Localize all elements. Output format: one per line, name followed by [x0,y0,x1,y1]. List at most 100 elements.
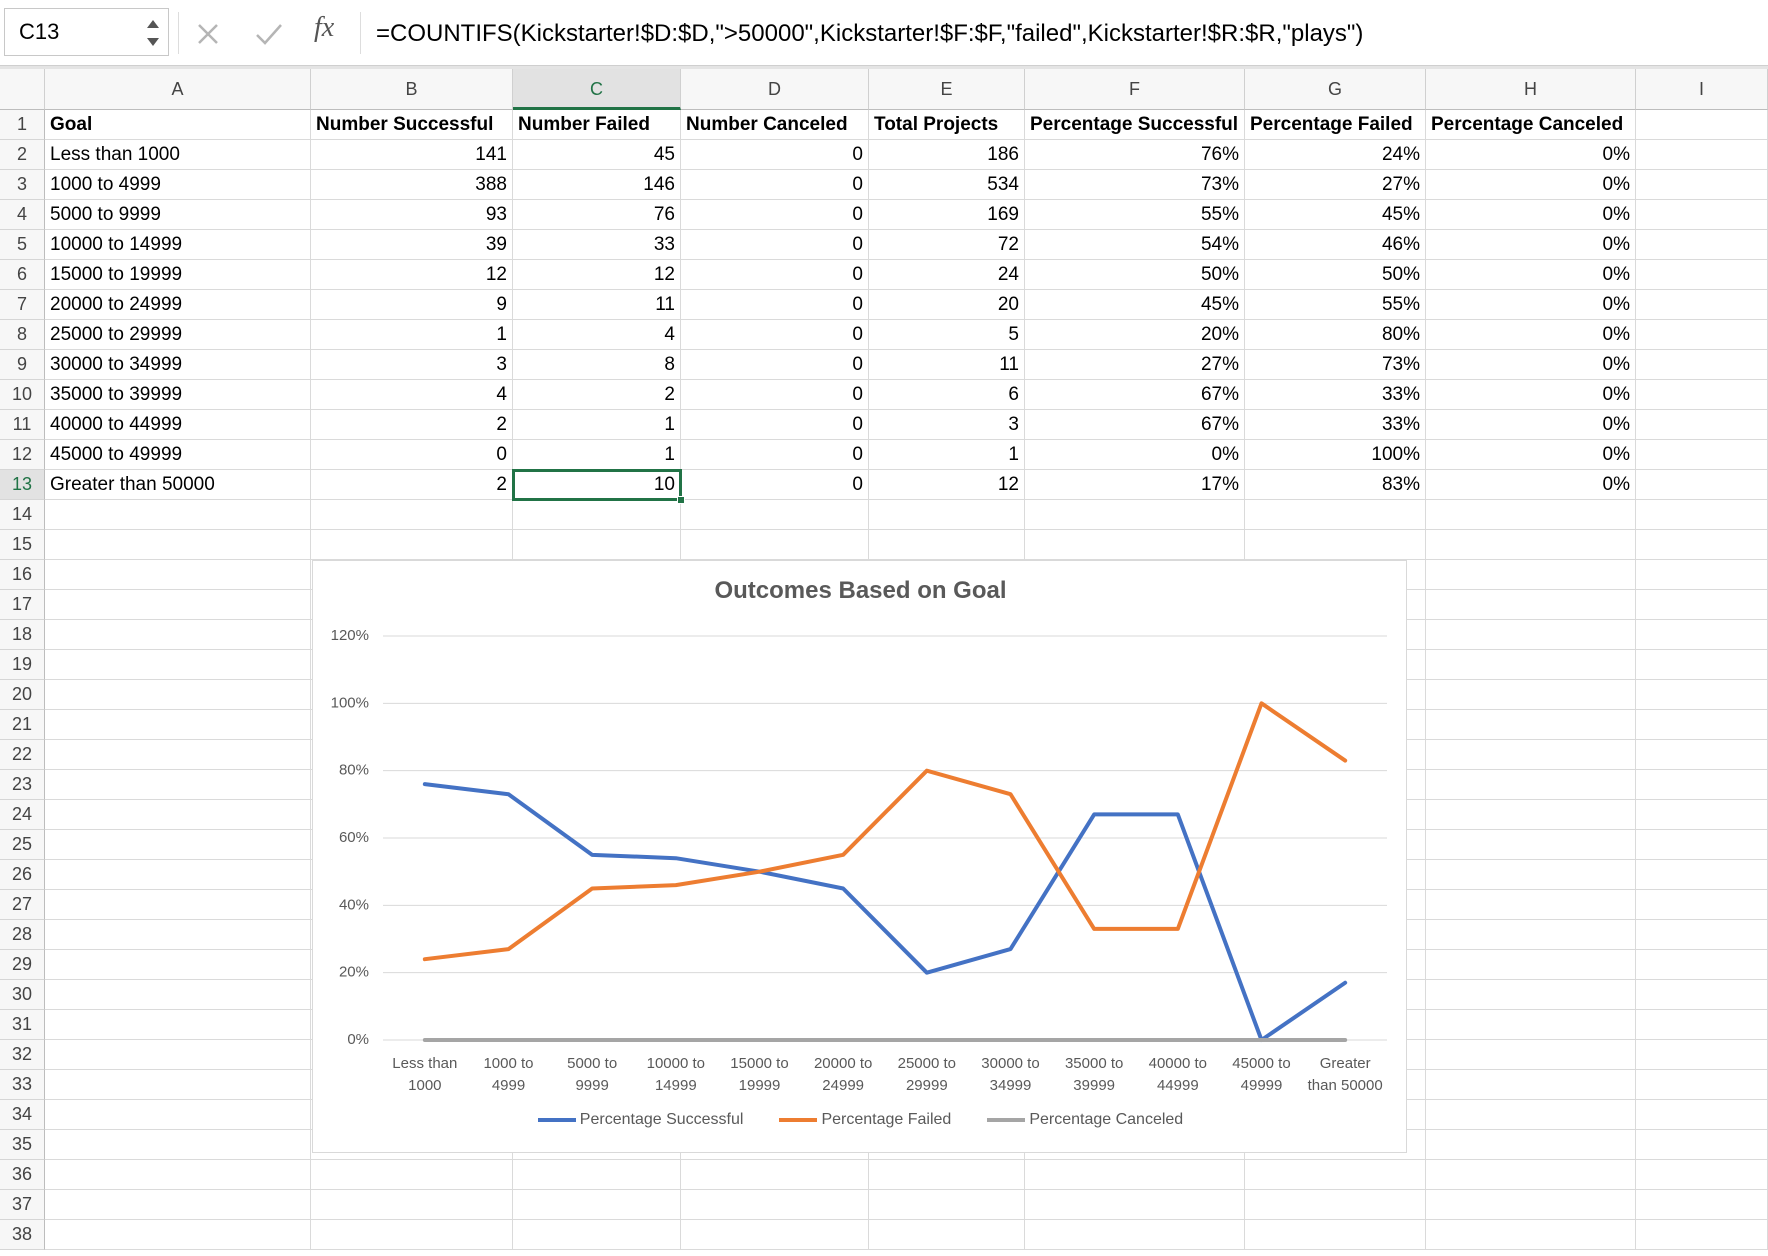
cell[interactable] [1025,1160,1245,1190]
cell[interactable] [1636,770,1768,800]
row-header[interactable]: 31 [0,1010,45,1040]
column-header[interactable]: I [1636,69,1768,110]
cell[interactable]: 80% [1245,320,1426,350]
column-header[interactable]: D [681,69,869,110]
cell[interactable]: 0 [681,320,869,350]
cell[interactable]: 0 [681,200,869,230]
cell[interactable] [1426,950,1636,980]
cell[interactable] [45,980,311,1010]
cell[interactable]: 534 [869,170,1025,200]
cell[interactable] [1636,380,1768,410]
cell[interactable]: 33% [1245,410,1426,440]
cell[interactable]: 73% [1025,170,1245,200]
cell[interactable] [1636,830,1768,860]
cell[interactable] [1636,350,1768,380]
cell[interactable]: 5000 to 9999 [45,200,311,230]
cell[interactable]: 45000 to 49999 [45,440,311,470]
cell[interactable]: 0% [1426,140,1636,170]
cell[interactable]: 83% [1245,470,1426,500]
cell[interactable] [1245,500,1426,530]
cell[interactable] [1636,1070,1768,1100]
cell[interactable] [45,560,311,590]
cell[interactable]: 67% [1025,380,1245,410]
row-header[interactable]: 28 [0,920,45,950]
cell[interactable] [45,830,311,860]
column-header[interactable]: H [1426,69,1636,110]
cell[interactable]: 0 [681,440,869,470]
cancel-icon[interactable] [196,22,220,46]
cell[interactable] [1245,530,1426,560]
cell[interactable]: 24 [869,260,1025,290]
cell[interactable]: 0 [681,170,869,200]
cell[interactable]: 76% [1025,140,1245,170]
cell[interactable] [45,1130,311,1160]
cell[interactable]: 0% [1426,320,1636,350]
cell[interactable]: 169 [869,200,1025,230]
cell[interactable] [1426,1130,1636,1160]
row-header[interactable]: 10 [0,380,45,410]
row-header[interactable]: 2 [0,140,45,170]
cell[interactable]: 46% [1245,230,1426,260]
cell[interactable]: 0 [681,350,869,380]
cell[interactable] [45,1220,311,1250]
cell[interactable] [1636,1100,1768,1130]
cell[interactable] [1636,800,1768,830]
formula-text[interactable]: =COUNTIFS(Kickstarter!$D:$D,">50000",Kic… [376,20,1364,47]
row-header[interactable]: 21 [0,710,45,740]
cell[interactable]: 20 [869,290,1025,320]
cell[interactable] [1426,1100,1636,1130]
cell[interactable] [869,530,1025,560]
cell[interactable] [311,500,513,530]
cell[interactable]: 55% [1245,290,1426,320]
cell[interactable]: 0 [681,230,869,260]
cell[interactable] [45,740,311,770]
cell[interactable] [1245,1190,1426,1220]
cell[interactable] [1636,590,1768,620]
cell[interactable] [1636,1040,1768,1070]
cell[interactable] [1426,920,1636,950]
cell[interactable] [45,860,311,890]
cell[interactable] [1636,410,1768,440]
column-header[interactable]: C [513,69,681,110]
row-header[interactable]: 29 [0,950,45,980]
row-header[interactable]: 4 [0,200,45,230]
cell[interactable]: Greater than 50000 [45,470,311,500]
cell[interactable] [1426,530,1636,560]
cell[interactable]: 0% [1426,410,1636,440]
row-header[interactable]: 20 [0,680,45,710]
cell[interactable]: 0% [1426,380,1636,410]
row-header[interactable]: 32 [0,1040,45,1070]
cell[interactable] [1636,890,1768,920]
cell[interactable] [45,770,311,800]
cell[interactable]: 35000 to 39999 [45,380,311,410]
cell[interactable]: Percentage Canceled [1426,110,1636,140]
cell[interactable] [45,920,311,950]
row-header[interactable]: 37 [0,1190,45,1220]
cell[interactable]: 15000 to 19999 [45,260,311,290]
cell[interactable] [1426,800,1636,830]
cell[interactable] [45,1010,311,1040]
cell[interactable]: 93 [311,200,513,230]
cell[interactable]: Goal [45,110,311,140]
row-header[interactable]: 18 [0,620,45,650]
cell[interactable] [1636,200,1768,230]
cell[interactable] [1426,590,1636,620]
cell[interactable]: 72 [869,230,1025,260]
cell[interactable] [1025,530,1245,560]
legend-item[interactable]: Percentage Failed [777,1111,951,1129]
cell[interactable]: Percentage Failed [1245,110,1426,140]
row-header[interactable]: 33 [0,1070,45,1100]
cell[interactable]: 11 [513,290,681,320]
cell[interactable] [1426,560,1636,590]
cell[interactable]: 0% [1426,470,1636,500]
cell[interactable]: 2 [311,410,513,440]
column-header[interactable]: B [311,69,513,110]
cell[interactable] [681,530,869,560]
cell[interactable]: 0% [1426,230,1636,260]
cell[interactable]: 3 [311,350,513,380]
cell[interactable] [45,1190,311,1220]
cell[interactable]: 24% [1245,140,1426,170]
cell[interactable]: 0 [681,380,869,410]
row-header[interactable]: 22 [0,740,45,770]
cell[interactable]: 27% [1245,170,1426,200]
